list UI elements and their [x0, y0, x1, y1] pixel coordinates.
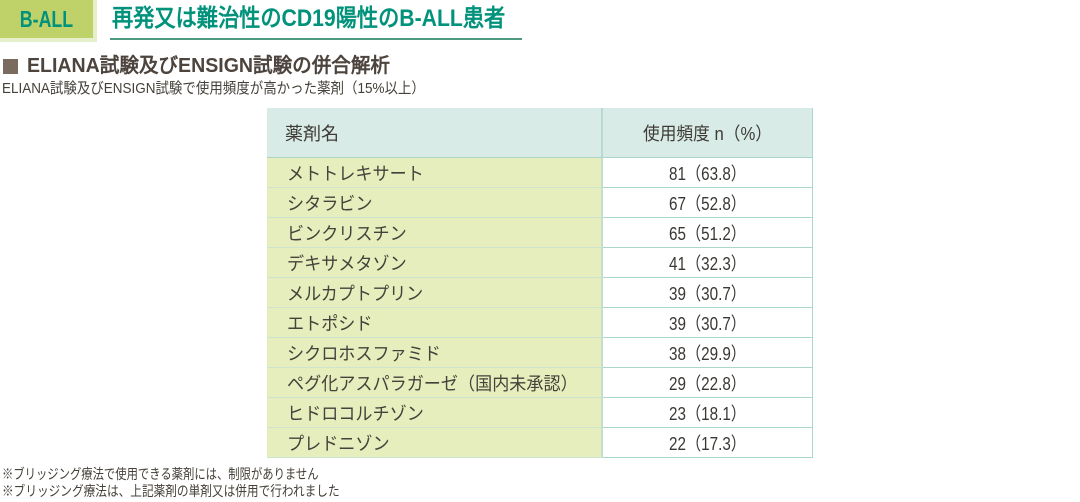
frequency-cell: 22（17.3）	[603, 428, 813, 458]
drug-name-cell: エトポシド	[267, 308, 603, 338]
drug-name-text: デキサメタゾン	[287, 253, 407, 274]
frequency-cell: 39（30.7）	[603, 278, 813, 308]
table-row: エトポシド 39（30.7）	[267, 308, 813, 338]
column-header-drug-text: 薬剤名	[285, 123, 339, 144]
section-subtitle: ELIANA試験及びENSIGN試験で使用頻度が高かった薬剤（15%以上）	[2, 79, 473, 98]
square-bullet-icon	[3, 58, 18, 74]
column-header-frequency: 使用頻度 n（%）	[603, 108, 813, 158]
drug-name-text: ヒドロコルチゾン	[287, 403, 424, 424]
table-row: メルカプトプリン 39（30.7）	[267, 278, 813, 308]
table-row: シタラビン 67（52.8）	[267, 188, 813, 218]
footnote: ※ブリッジング療法で使用できる薬剤には、制限がありません	[2, 466, 407, 483]
table-row: シクロホスファミド 38（29.9）	[267, 338, 813, 368]
drug-name-text: ビンクリスチン	[287, 223, 407, 244]
section-subtitle-text: ELIANA試験及びENSIGN試験で使用頻度が高かった薬剤（15%以上）	[2, 80, 425, 97]
frequency-text: 39（30.7）	[669, 283, 746, 304]
drug-name-cell: ヒドロコルチゾン	[267, 398, 603, 428]
frequency-text: 41（32.3）	[669, 253, 746, 274]
drug-frequency-table: 薬剤名 使用頻度 n（%） メトトレキサート 81（63.8） シタラビン 67…	[267, 108, 813, 458]
page-title: 再発又は難治性のCD19陽性のB-ALL患者	[110, 0, 522, 40]
frequency-cell: 67（52.8）	[603, 188, 813, 218]
drug-name-cell: メトトレキサート	[267, 158, 603, 188]
drug-name-cell: ビンクリスチン	[267, 218, 603, 248]
drug-name-text: ペグ化アスパラガーゼ（国内未承認）	[287, 373, 578, 394]
table-row: ペグ化アスパラガーゼ（国内未承認） 29（22.8）	[267, 368, 813, 398]
frequency-text: 65（51.2）	[669, 223, 746, 244]
footnote: ※ブリッジング療法は、上記薬剤の単剤又は併用で行われました	[2, 483, 407, 500]
frequency-cell: 29（22.8）	[603, 368, 813, 398]
frequency-cell: 65（51.2）	[603, 218, 813, 248]
drug-name-text: プレドニゾン	[287, 433, 390, 454]
drug-name-cell: デキサメタゾン	[267, 248, 603, 278]
footnote-text: ※ブリッジング療法は、上記薬剤の単剤又は併用で行われました	[2, 482, 340, 499]
frequency-cell: 38（29.9）	[603, 338, 813, 368]
footnotes: ※ブリッジング療法で使用できる薬剤には、制限がありません ※ブリッジング療法は、…	[2, 466, 407, 499]
category-badge: B-ALL	[0, 0, 93, 38]
section-heading: ELIANA試験及びENSIGN試験の併合解析	[27, 56, 398, 76]
footnote-text: ※ブリッジング療法で使用できる薬剤には、制限がありません	[2, 466, 319, 482]
table-row: ビンクリスチン 65（51.2）	[267, 218, 813, 248]
drug-name-cell: シタラビン	[267, 188, 603, 218]
drug-name-text: シクロホスファミド	[287, 343, 441, 364]
frequency-text: 22（17.3）	[669, 433, 746, 454]
drug-name-text: メトトレキサート	[287, 163, 424, 184]
frequency-text: 23（18.1）	[669, 403, 746, 424]
drug-name-cell: プレドニゾン	[267, 428, 603, 458]
drug-name-text: メルカプトプリン	[287, 283, 424, 304]
page-title-text: 再発又は難治性のCD19陽性のB-ALL患者	[112, 5, 506, 32]
frequency-text: 81（63.8）	[669, 163, 746, 184]
table-row: メトトレキサート 81（63.8）	[267, 158, 813, 188]
frequency-text: 38（29.9）	[669, 343, 746, 364]
drug-name-text: シタラビン	[287, 193, 373, 214]
table-row: デキサメタゾン 41（32.3）	[267, 248, 813, 278]
frequency-cell: 41（32.3）	[603, 248, 813, 278]
table-header-row: 薬剤名 使用頻度 n（%）	[267, 108, 813, 158]
frequency-cell: 81（63.8）	[603, 158, 813, 188]
drug-name-cell: シクロホスファミド	[267, 338, 603, 368]
drug-name-text: エトポシド	[287, 313, 373, 334]
column-header-frequency-text: 使用頻度 n（%）	[642, 123, 773, 144]
section-heading-row: ELIANA試験及びENSIGN試験の併合解析	[3, 56, 398, 76]
frequency-cell: 23（18.1）	[603, 398, 813, 428]
table-row: プレドニゾン 22（17.3）	[267, 428, 813, 458]
drug-name-cell: メルカプトプリン	[267, 278, 603, 308]
table-row: ヒドロコルチゾン 23（18.1）	[267, 398, 813, 428]
frequency-text: 29（22.8）	[669, 373, 746, 394]
frequency-cell: 39（30.7）	[603, 308, 813, 338]
category-badge-label: B-ALL	[19, 5, 74, 32]
section-heading-text: ELIANA試験及びENSIGN試験の併合解析	[27, 55, 390, 77]
column-header-drug: 薬剤名	[267, 108, 603, 158]
frequency-text: 67（52.8）	[669, 193, 746, 214]
drug-name-cell: ペグ化アスパラガーゼ（国内未承認）	[267, 368, 603, 398]
frequency-text: 39（30.7）	[669, 313, 746, 334]
